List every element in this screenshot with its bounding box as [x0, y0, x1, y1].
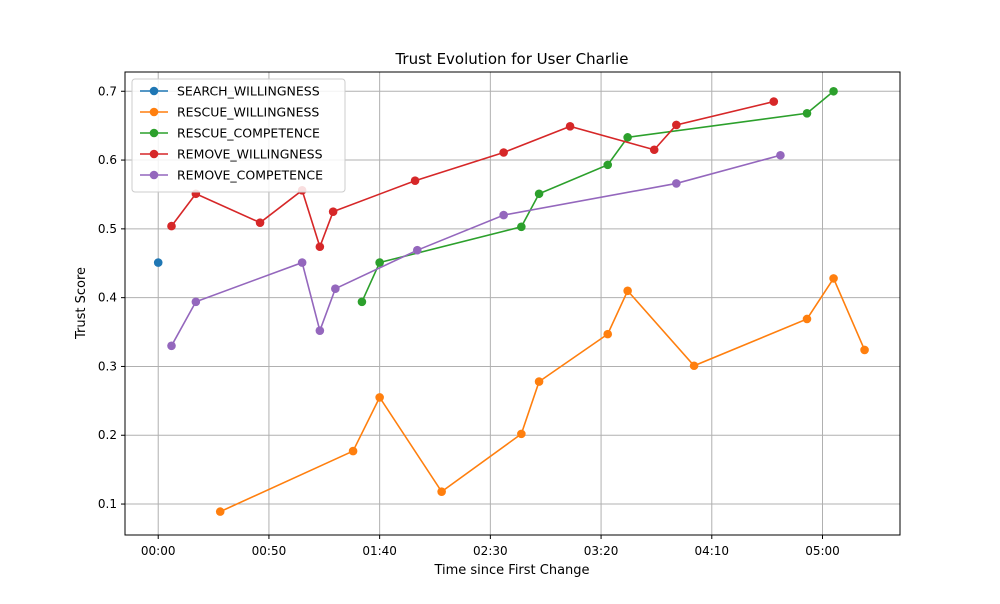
- data-point-remove-willingness: [565, 122, 575, 131]
- data-point-rescue-competence: [375, 258, 384, 267]
- y-tick-label: 0.6: [98, 153, 117, 167]
- data-point-remove-willingness: [649, 145, 659, 155]
- data-point-rescue-willingness: [829, 274, 838, 283]
- legend-entry: RESCUE_WILLINGNESS: [140, 105, 319, 120]
- y-tick-label: 0.4: [98, 291, 117, 305]
- x-tick-label: 02:30: [473, 544, 508, 558]
- data-point-remove-willingness: [769, 97, 779, 106]
- legend-entry: SEARCH_WILLINGNESS: [140, 84, 320, 99]
- legend-label: REMOVE_COMPETENCE: [177, 168, 323, 183]
- data-point-rescue-willingness: [348, 446, 358, 456]
- data-point-remove-competence: [191, 297, 201, 307]
- legend: SEARCH_WILLINGNESS RESCUE_WILLINGNESS RESC…: [131, 78, 346, 193]
- series-line-rescue-willingness: [219, 276, 866, 513]
- data-point-rescue-competence: [829, 86, 838, 96]
- chart-title: Trust Evolution for User Charlie: [394, 50, 628, 68]
- plot-frame: [124, 71, 901, 536]
- data-point-rescue-willingness: [437, 487, 446, 496]
- data-point-search-willingness: [153, 258, 163, 267]
- data-point-rescue-willingness: [623, 286, 632, 296]
- y-axis-label: Trust Score: [74, 267, 89, 340]
- data-point-rescue-willingness: [689, 361, 699, 371]
- data-point-remove-competence: [315, 326, 325, 335]
- data-point-rescue-willingness: [517, 429, 526, 439]
- y-tick-label: 0.2: [98, 428, 117, 442]
- ticks-layer: 00:00 00:50 01:40 02:30 03:20 04:10 05:00 0.1 0.…: [98, 84, 840, 558]
- data-point-remove-willingness: [410, 176, 420, 185]
- data-point-rescue-competence: [623, 133, 632, 142]
- legend-label: SEARCH_WILLINGNESS: [177, 84, 320, 99]
- x-tick-label: 04:10: [694, 544, 729, 558]
- y-tick-label: 0.3: [98, 359, 117, 373]
- data-point-remove-willingness: [328, 207, 338, 216]
- legend-marker: [149, 107, 159, 117]
- data-point-remove-willingness: [499, 148, 508, 157]
- legend-label: RESCUE_COMPETENCE: [177, 126, 320, 141]
- data-point-remove-competence: [499, 210, 508, 220]
- legend-marker: [149, 128, 159, 138]
- data-point-remove-willingness: [672, 120, 681, 130]
- data-point-remove-competence: [297, 258, 307, 267]
- data-point-rescue-competence: [802, 108, 812, 118]
- data-point-rescue-willingness: [534, 377, 544, 386]
- data-point-remove-willingness: [315, 242, 325, 252]
- legend-label: RESCUE_WILLINGNESS: [177, 105, 319, 120]
- legend-box: [131, 78, 346, 193]
- data-point-remove-competence: [331, 284, 340, 294]
- data-point-remove-competence: [776, 150, 785, 160]
- y-tick-label: 0.1: [98, 497, 117, 511]
- x-tick-label: 00:50: [252, 544, 287, 558]
- data-point-rescue-competence: [517, 222, 526, 232]
- legend-entry: REMOVE_COMPETENCE: [140, 168, 323, 183]
- data-point-rescue-competence: [603, 160, 613, 170]
- series-search-willingness: [153, 258, 163, 267]
- data-point-rescue-willingness: [860, 345, 869, 355]
- x-axis-label: Time since First Change: [433, 563, 589, 578]
- data-point-rescue-willingness: [375, 393, 384, 402]
- data-point-remove-competence: [412, 245, 422, 255]
- data-point-remove-competence: [167, 341, 176, 351]
- data-point-rescue-willingness: [215, 507, 225, 516]
- x-tick-label: 00:00: [141, 544, 176, 558]
- grid-layer: [125, 72, 900, 535]
- legend-marker: [149, 86, 159, 96]
- legend-marker: [149, 149, 159, 159]
- y-tick-label: 0.5: [98, 222, 117, 236]
- data-point-remove-competence: [672, 179, 681, 188]
- data-point-remove-willingness: [255, 218, 265, 227]
- legend-label: REMOVE_WILLINGNESS: [177, 147, 323, 162]
- legend-entry: REMOVE_WILLINGNESS: [140, 147, 323, 162]
- data-point-rescue-willingness: [802, 314, 812, 324]
- legend-marker: [149, 170, 159, 180]
- x-tick-label: 03:20: [584, 544, 619, 558]
- data-point-rescue-competence: [357, 297, 367, 307]
- data-point-remove-willingness: [167, 221, 176, 231]
- series-line-remove-willingness: [170, 100, 774, 250]
- data-point-rescue-willingness: [603, 329, 613, 339]
- data-point-rescue-competence: [534, 189, 544, 199]
- series-rescue-willingness: [215, 274, 869, 516]
- series-remove-competence: [167, 150, 785, 351]
- y-tick-label: 0.7: [98, 84, 117, 98]
- x-tick-label: 05:00: [805, 544, 840, 558]
- legend-entry: RESCUE_COMPETENCE: [140, 126, 320, 141]
- x-tick-label: 01:40: [362, 544, 397, 558]
